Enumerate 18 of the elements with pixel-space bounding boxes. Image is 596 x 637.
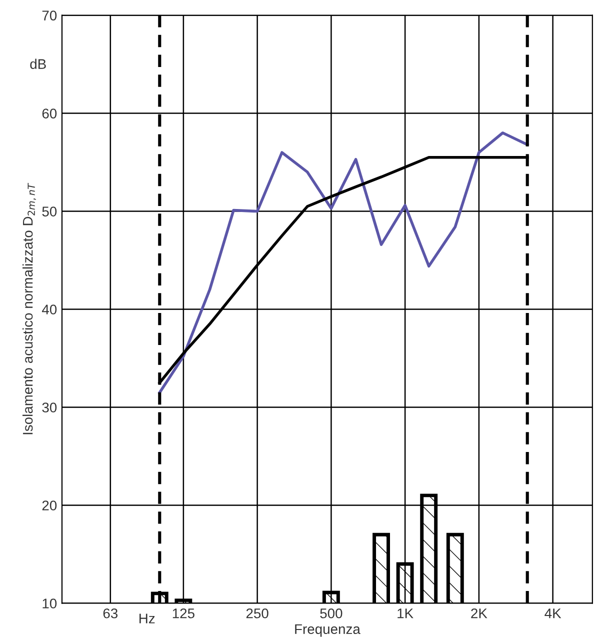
x-tick-label: 4K bbox=[544, 608, 562, 618]
y-tick-label: 10 bbox=[42, 598, 57, 608]
text: dB bbox=[30, 58, 46, 69]
x-tick-label: 500 bbox=[320, 608, 342, 618]
y-tick-label: 20 bbox=[42, 500, 57, 510]
y-tick-label: 70 bbox=[42, 10, 57, 20]
x-tick-label: 2K bbox=[471, 608, 488, 618]
x-axis-title: Frequenza bbox=[295, 624, 360, 637]
x-tick-label: 63 bbox=[103, 608, 118, 618]
text: Hz bbox=[140, 614, 155, 624]
y-tick-label: 30 bbox=[42, 402, 57, 412]
x-tick-label: 250 bbox=[246, 608, 268, 618]
y-tick-label: 50 bbox=[42, 206, 57, 216]
x-tick-label: 125 bbox=[172, 608, 194, 618]
y-tick-label: 40 bbox=[42, 304, 57, 314]
y-tick-label: 60 bbox=[42, 108, 57, 118]
x-tick-label: 1K bbox=[398, 608, 414, 618]
y-axis-title: Isolamento acustico normalizzato D$_{2m,nT}$ bbox=[22, 182, 36, 434]
